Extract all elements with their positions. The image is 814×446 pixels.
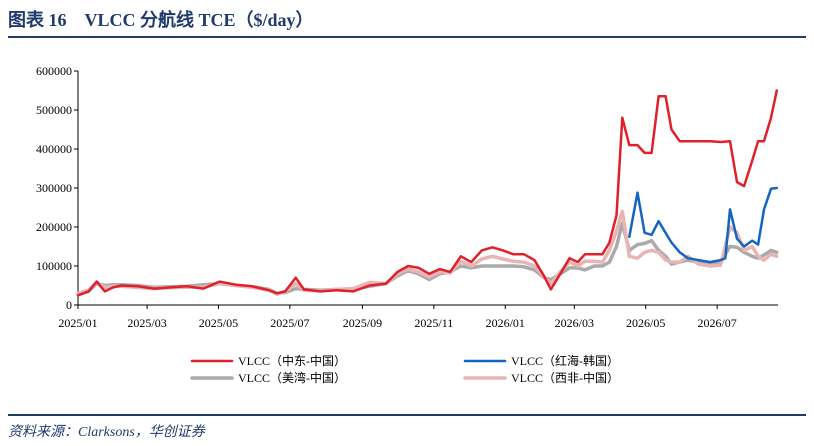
series-line-3: [76, 209, 779, 296]
x-tick-label: 2026/01: [486, 316, 525, 330]
y-tick-label: 600000: [36, 64, 72, 78]
series-line-1: [628, 186, 779, 264]
x-tick-label: 2026/03: [555, 316, 594, 330]
series-layer: [76, 89, 779, 297]
legend-label: VLCC（中东-中国）: [238, 353, 346, 368]
y-tick-label: 0: [66, 298, 72, 312]
chart-legend: VLCC（中东-中国） VLCC（红海-韩国） VLCC（美湾-中国） VLCC（西非…: [190, 353, 619, 385]
x-tick-label: 2026/07: [697, 316, 736, 330]
legend-label: VLCC（美湾-中国）: [238, 370, 346, 385]
x-tick-label: 2025/09: [343, 316, 382, 330]
series-line-2: [76, 221, 779, 296]
source-note: 资料来源：Clarksons，华创证券: [8, 425, 205, 440]
x-tick-label: 2025/01: [58, 316, 97, 330]
legend-label: VLCC（红海-韩国）: [511, 353, 619, 368]
legend-label: VLCC（西非-中国）: [511, 370, 619, 385]
series-line-0: [76, 89, 779, 297]
chart-axes: 0 100000 200000 300000 400000 500000 600000 202…: [36, 64, 778, 330]
footer-rule: [8, 414, 806, 416]
x-tick-label: 2026/05: [626, 316, 665, 330]
figure-header: 图表 16 VLCC 分航线 TCE（$/day）: [8, 4, 806, 38]
y-tick-label: 100000: [36, 259, 72, 273]
y-tick-label: 200000: [36, 220, 72, 234]
y-tick-label: 500000: [36, 103, 72, 117]
figure-title: 图表 16 VLCC 分航线 TCE（$/day）: [8, 10, 314, 30]
y-tick-label: 400000: [36, 142, 72, 156]
header-rule: [8, 36, 806, 38]
x-tick-label: 2025/03: [127, 316, 166, 330]
x-tick-label: 2025/05: [199, 316, 238, 330]
y-tick-label: 300000: [36, 181, 72, 195]
x-tick-label: 2025/07: [270, 316, 309, 330]
x-tick-label: 2025/11: [414, 316, 453, 330]
